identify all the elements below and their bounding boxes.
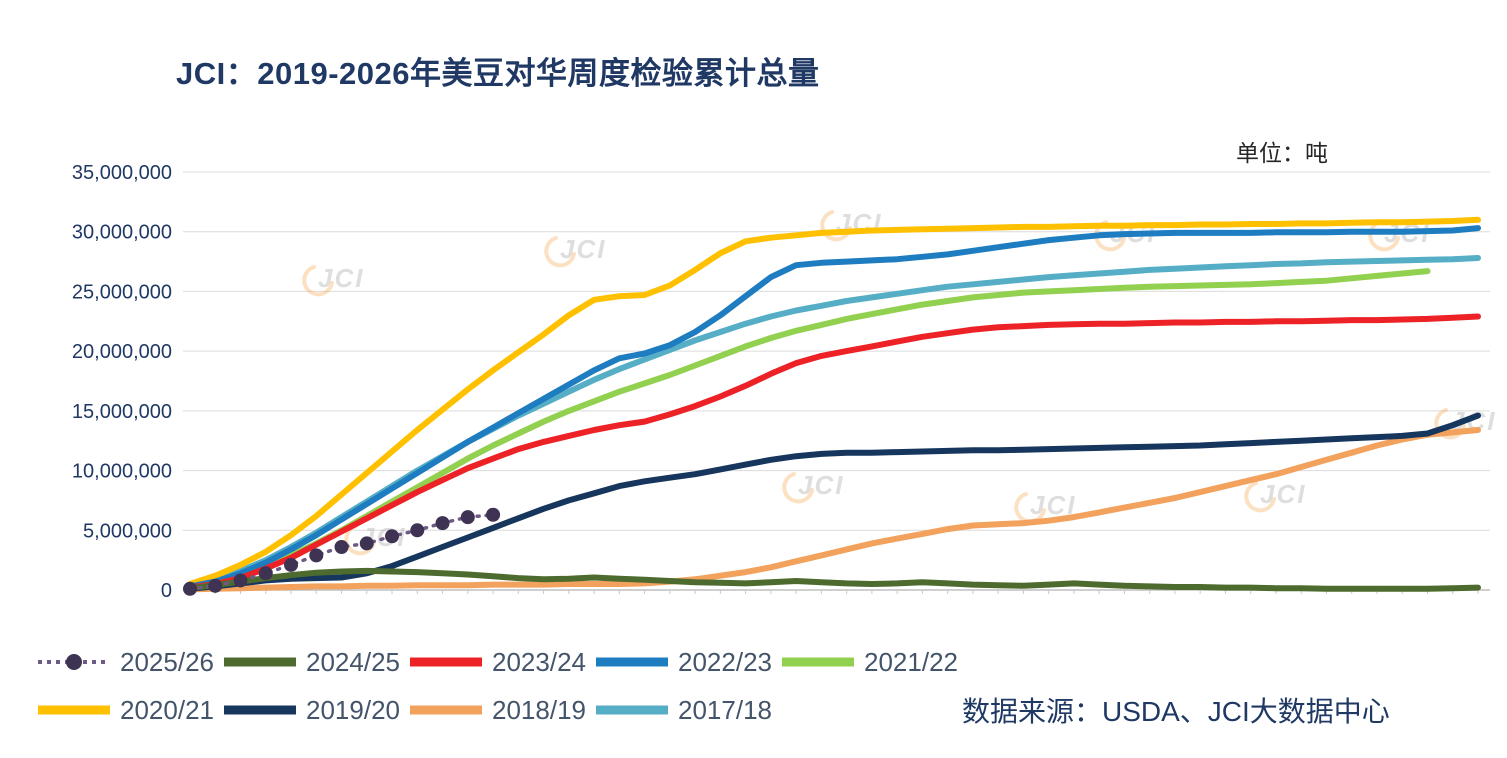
watermark-swoosh-icon	[1014, 492, 1046, 524]
watermark-text: JCI	[1260, 479, 1306, 509]
legend-label: 2020/21	[120, 694, 214, 725]
unit-label: 单位：吨	[1236, 140, 1328, 166]
y-axis-tick-label: 25,000,000	[72, 281, 172, 303]
legend-label: 2023/24	[492, 646, 586, 677]
legend-swatch	[596, 705, 668, 715]
legend-label: 2019/20	[306, 694, 400, 725]
jci-watermark: JCI	[782, 470, 844, 504]
watermark-text: JCI	[798, 470, 844, 500]
y-axis-tick-label: 0	[161, 580, 172, 602]
legend-item-2017-18: 2017/18	[594, 686, 780, 734]
legend-swatch	[38, 705, 110, 715]
legend-item-2019-20: 2019/20	[222, 686, 408, 734]
series-marker-2025-26	[233, 573, 248, 588]
chart-title: JCI：2019-2026年美豆对华周度检验累计总量	[176, 56, 820, 91]
series-line-2023-24	[187, 313, 1481, 591]
series-marker-2025-26	[309, 548, 324, 563]
series-marker-2025-26	[460, 510, 475, 525]
jci-watermark: JCI	[302, 263, 364, 297]
watermark-swoosh-icon	[820, 210, 852, 242]
y-axis-tick-label: 30,000,000	[72, 222, 172, 244]
series-marker-2025-26	[359, 536, 374, 551]
legend-swatch	[410, 705, 482, 715]
series-marker-2025-26	[385, 529, 400, 544]
watermark-swoosh-icon	[544, 236, 576, 268]
jci-watermark: JCI	[1244, 479, 1306, 513]
series-marker-2025-26	[435, 516, 450, 531]
series-line-2020-21	[187, 216, 1481, 587]
series-marker-2025-26	[486, 507, 501, 522]
legend-label: 2018/19	[492, 694, 586, 725]
legend-swatch	[410, 657, 482, 667]
data-source-label: 数据来源：USDA、JCI大数据中心	[962, 696, 1390, 727]
chart-legend: 2025/26 2024/25 2023/24 2022/23 2021/22 2020/…	[36, 638, 976, 734]
watermark-text: JCI	[1030, 490, 1076, 520]
legend-swatch	[596, 657, 668, 667]
watermark-text: JCI	[560, 234, 606, 264]
legend-item-2025-26: 2025/26	[36, 638, 222, 686]
legend-label: 2021/22	[864, 646, 958, 677]
y-axis-tick-label: 10,000,000	[72, 461, 172, 483]
series-line-2018-19	[187, 427, 1481, 593]
y-axis-tick-label: 15,000,000	[72, 401, 172, 423]
legend-swatch	[224, 657, 296, 667]
series-line-2024-25	[187, 567, 1481, 592]
series-line-2019-20	[187, 412, 1481, 592]
y-axis-tick-label: 5,000,000	[83, 520, 172, 542]
legend-label: 2022/23	[678, 646, 772, 677]
series-marker-2025-26	[284, 557, 299, 572]
y-axis-tick-label: 20,000,000	[72, 341, 172, 363]
legend-swatch	[38, 654, 110, 670]
y-axis-tick-label: 35,000,000	[72, 162, 172, 184]
legend-label: 2017/18	[678, 694, 772, 725]
legend-item-2018-19: 2018/19	[408, 686, 594, 734]
legend-item-2021-22: 2021/22	[780, 638, 966, 686]
jci-watermark: JCI	[544, 234, 606, 268]
legend-label: 2024/25	[306, 646, 400, 677]
legend-label: 2025/26	[120, 646, 214, 677]
series-marker-2025-26	[258, 566, 273, 581]
watermark-swoosh-icon	[302, 265, 334, 297]
jci-watermark: JCI	[1014, 490, 1076, 524]
legend-item-2024-25: 2024/25	[222, 638, 408, 686]
chart-canvas: 0 5,000,000 10,000,000 15,000,000 20,000,000…	[72, 162, 1495, 602]
series-marker-2025-26	[208, 578, 223, 593]
series-line-2022-23	[187, 225, 1481, 590]
watermark-swoosh-icon	[1368, 220, 1400, 252]
legend-item-2022-23: 2022/23	[594, 638, 780, 686]
series-marker-2025-26	[183, 581, 197, 596]
series-line-2021-22	[187, 268, 1431, 590]
legend-swatch	[224, 705, 296, 715]
series-marker-2025-26	[410, 523, 425, 538]
watermark-swoosh-icon	[1244, 481, 1276, 513]
legend-item-2020-21: 2020/21	[36, 686, 222, 734]
legend-item-2023-24: 2023/24	[408, 638, 594, 686]
watermark-swoosh-icon	[782, 472, 814, 504]
legend-swatch	[782, 657, 854, 667]
watermark-text: JCI	[318, 263, 364, 293]
legend-marker-dot	[66, 654, 82, 670]
series-marker-2025-26	[334, 540, 349, 555]
